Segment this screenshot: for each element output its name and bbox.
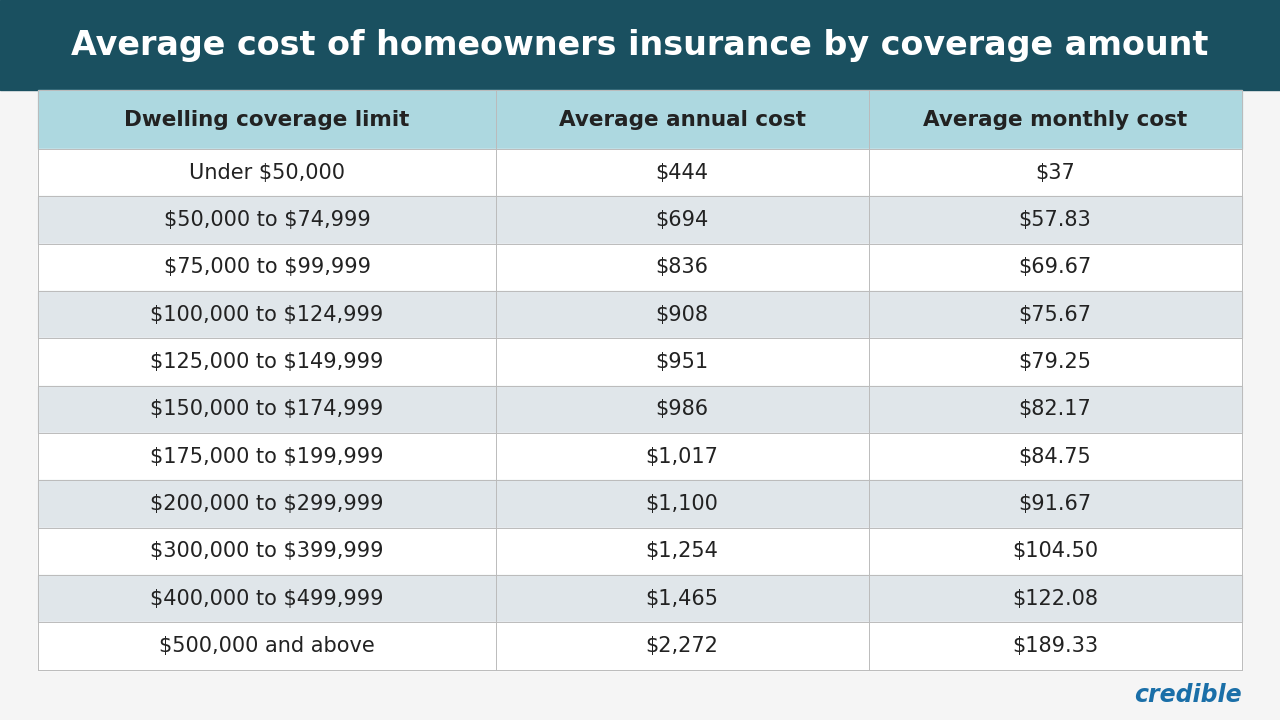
Bar [38, 528, 1242, 575]
Text: Average annual cost: Average annual cost [558, 109, 805, 130]
Text: $951: $951 [655, 352, 709, 372]
Text: $69.67: $69.67 [1019, 257, 1092, 277]
Text: $400,000 to $499,999: $400,000 to $499,999 [150, 589, 384, 608]
Bar [38, 291, 1242, 338]
Text: $986: $986 [655, 400, 709, 419]
Text: $175,000 to $199,999: $175,000 to $199,999 [150, 446, 384, 467]
Text: $836: $836 [655, 257, 709, 277]
Text: $57.83: $57.83 [1019, 210, 1092, 230]
Text: Dwelling coverage limit: Dwelling coverage limit [124, 109, 410, 130]
Text: $1,100: $1,100 [645, 494, 718, 514]
Bar [38, 197, 1242, 243]
Bar [38, 90, 1242, 149]
Text: $694: $694 [655, 210, 709, 230]
Text: $200,000 to $299,999: $200,000 to $299,999 [150, 494, 384, 514]
Text: $189.33: $189.33 [1012, 636, 1098, 656]
Text: $50,000 to $74,999: $50,000 to $74,999 [164, 210, 370, 230]
Text: $122.08: $122.08 [1012, 589, 1098, 608]
Text: $444: $444 [655, 163, 709, 183]
Text: $91.67: $91.67 [1019, 494, 1092, 514]
Text: $37: $37 [1036, 163, 1075, 183]
Text: $100,000 to $124,999: $100,000 to $124,999 [150, 305, 384, 325]
Text: $84.75: $84.75 [1019, 446, 1092, 467]
Bar [38, 575, 1242, 622]
Text: $104.50: $104.50 [1012, 541, 1098, 562]
Text: $300,000 to $399,999: $300,000 to $399,999 [150, 541, 384, 562]
Text: Average monthly cost: Average monthly cost [923, 109, 1188, 130]
Bar [0, 0, 1280, 90]
Bar [38, 480, 1242, 528]
Text: Under $50,000: Under $50,000 [189, 163, 346, 183]
Text: Average cost of homeowners insurance by coverage amount: Average cost of homeowners insurance by … [72, 29, 1208, 61]
Bar [38, 243, 1242, 291]
Text: $75.67: $75.67 [1019, 305, 1092, 325]
Bar [38, 338, 1242, 386]
Text: $150,000 to $174,999: $150,000 to $174,999 [150, 400, 384, 419]
Text: $1,254: $1,254 [645, 541, 718, 562]
Bar [38, 386, 1242, 433]
Text: $2,272: $2,272 [645, 636, 718, 656]
Text: $1,017: $1,017 [645, 446, 718, 467]
Text: $125,000 to $149,999: $125,000 to $149,999 [150, 352, 384, 372]
Text: $75,000 to $99,999: $75,000 to $99,999 [164, 257, 370, 277]
Text: $500,000 and above: $500,000 and above [159, 636, 375, 656]
Text: credible: credible [1134, 683, 1242, 707]
Bar [38, 90, 1242, 670]
Text: $1,465: $1,465 [645, 589, 718, 608]
Bar [38, 149, 1242, 197]
Bar [38, 433, 1242, 480]
Text: $908: $908 [655, 305, 709, 325]
Text: $82.17: $82.17 [1019, 400, 1092, 419]
Bar [38, 622, 1242, 670]
Text: $79.25: $79.25 [1019, 352, 1092, 372]
